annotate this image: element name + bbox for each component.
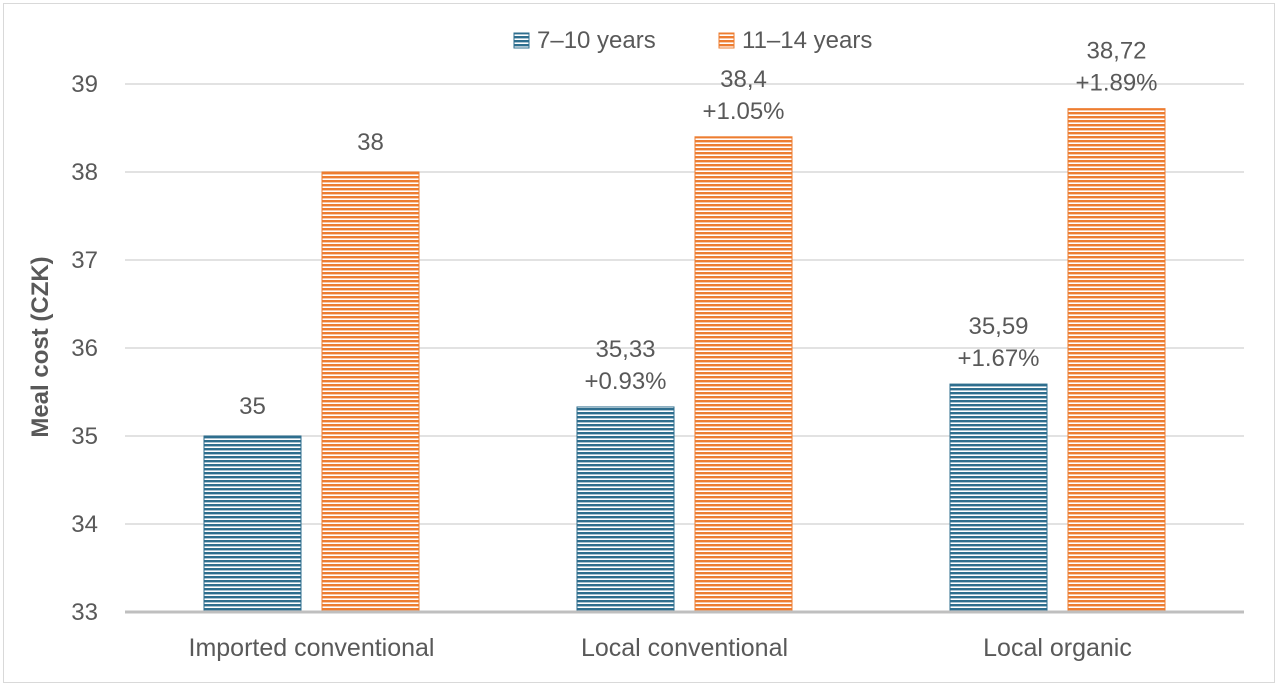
x-category-label: Local conventional — [581, 634, 788, 662]
legend-swatch — [718, 32, 735, 49]
bar-change-label: +1.89% — [1075, 70, 1157, 97]
y-axis-title: Meal cost (CZK) — [27, 256, 54, 437]
bar-age-11-14 — [1067, 108, 1166, 613]
y-tick-label: 34 — [71, 511, 98, 538]
y-tick-label: 35 — [71, 423, 98, 450]
y-tick-label: 37 — [71, 247, 98, 274]
y-tick-label: 36 — [71, 335, 98, 362]
y-tick-label: 39 — [71, 71, 98, 98]
axes: 33 34 35 36 37 38 39 Imported conventional Local… — [71, 71, 1244, 662]
bars — [203, 108, 1166, 613]
bar-age-11-14 — [321, 171, 420, 613]
bar-value-label: 35,59 — [968, 313, 1028, 340]
legend-swatch — [513, 32, 530, 49]
gridlines — [125, 83, 1244, 525]
bar-value-label: 35,33 — [595, 336, 655, 363]
legend: 7–10 years 11–14 years — [513, 27, 872, 54]
bar-age-7-10 — [203, 435, 302, 613]
bar-value-label: 38,4 — [720, 66, 767, 93]
bar-change-label: +1.67% — [957, 345, 1039, 372]
bar-value-label: 38,72 — [1086, 38, 1146, 65]
y-tick-label: 38 — [71, 159, 98, 186]
bar-change-label: +0.93% — [584, 368, 666, 395]
y-tick-label: 33 — [71, 599, 98, 626]
x-category-label: Local organic — [983, 634, 1132, 662]
x-category-label: Imported conventional — [189, 634, 435, 662]
data-labels: 35 38 35,33 +0.93% 38,4 +1.05% 35,59 +1.67% 38,7… — [239, 38, 1157, 420]
bar-value-label: 35 — [239, 393, 266, 420]
bar-age-11-14 — [694, 136, 793, 613]
bar-change-label: +1.05% — [702, 98, 784, 125]
bar-value-label: 38 — [357, 129, 384, 156]
bar-age-7-10 — [576, 406, 675, 613]
legend-label: 7–10 years — [537, 27, 656, 54]
bar-age-7-10 — [949, 383, 1048, 613]
legend-label: 11–14 years — [742, 27, 872, 54]
